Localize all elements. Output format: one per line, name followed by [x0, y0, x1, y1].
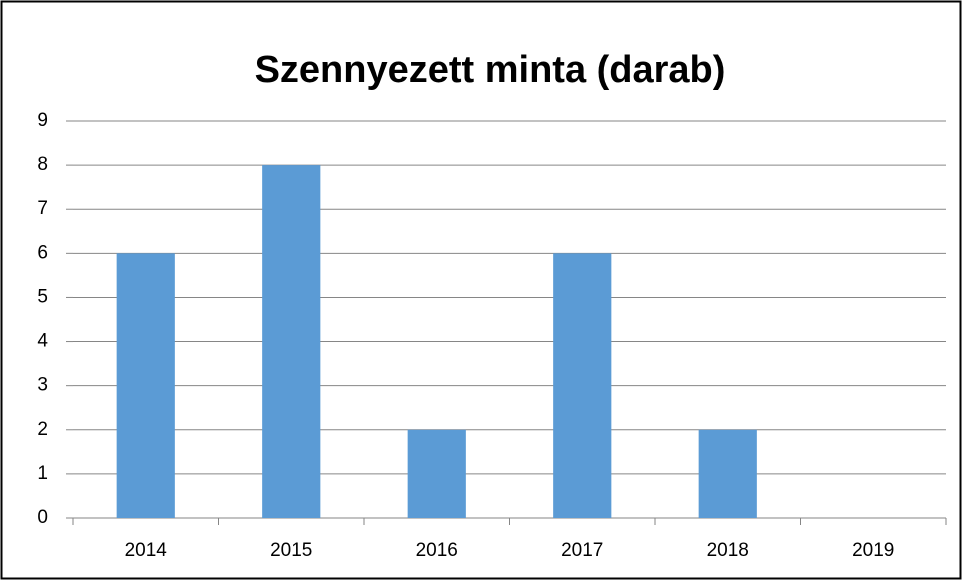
- x-tick-label: 2015: [270, 540, 312, 561]
- y-tick-label: 8: [37, 154, 48, 175]
- y-tick-label: 2: [37, 419, 48, 440]
- y-tick-label: 9: [37, 110, 48, 131]
- bar: [116, 253, 175, 519]
- x-tick-label: 2018: [707, 540, 749, 561]
- y-tick-label: 4: [37, 331, 48, 352]
- y-tick-label: 7: [37, 198, 48, 219]
- y-tick-label: 1: [37, 463, 48, 484]
- chart-title: Szennyezett minta (darab): [255, 49, 726, 91]
- y-tick-label: 5: [37, 286, 48, 307]
- bar: [407, 429, 466, 518]
- y-tick-label: 0: [37, 507, 48, 528]
- y-tick-label: 6: [37, 242, 48, 263]
- bar: [553, 253, 612, 519]
- bar: [262, 165, 321, 518]
- y-tick-label: 3: [37, 375, 48, 396]
- x-tick-label: 2016: [416, 540, 458, 561]
- x-tick-label: 2014: [125, 540, 168, 561]
- x-tick-label: 2017: [561, 540, 603, 561]
- x-tick-label: 2019: [852, 540, 894, 561]
- bar: [698, 429, 757, 518]
